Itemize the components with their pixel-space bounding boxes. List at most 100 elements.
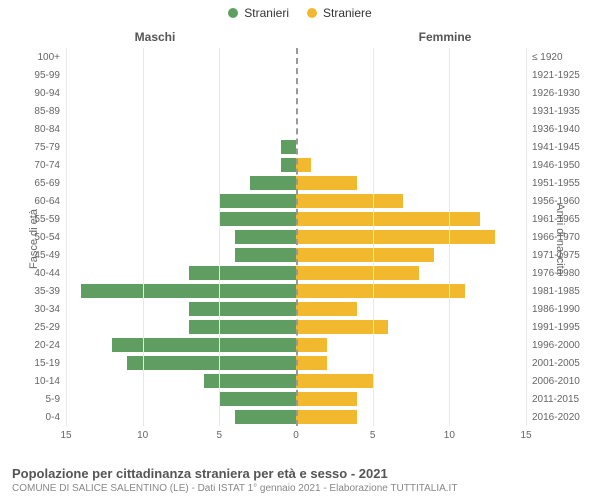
chart: Maschi Femmine Fasce di età Anni di nasc… [10,28,590,450]
age-label: 35-39 [10,286,60,297]
grid-line [66,48,67,426]
bar-female [296,230,495,243]
x-tick: 5 [370,430,376,441]
bar-male [112,338,296,351]
age-label: 100+ [10,52,60,63]
bar-female [296,266,419,279]
bar-female [296,194,403,207]
bar-female [296,356,327,369]
age-label: 45-49 [10,250,60,261]
age-label: 30-34 [10,304,60,315]
birth-label: 1986-1990 [532,304,590,315]
birth-label: 2006-2010 [532,376,590,387]
bar-female [296,392,357,405]
x-tick: 15 [520,430,531,441]
grid-line [526,48,527,426]
bar-male [219,194,296,207]
bar-female [296,158,311,171]
legend: Stranieri Straniere [0,0,600,20]
birth-label: 1926-1930 [532,88,590,99]
chart-title: Popolazione per cittadinanza straniera p… [12,466,588,481]
bar-male [250,176,296,189]
bar-female [296,320,388,333]
legend-label-female: Straniere [323,6,372,20]
age-label: 15-19 [10,358,60,369]
chart-subtitle: COMUNE DI SALICE SALENTINO (LE) - Dati I… [12,483,588,494]
bar-male [235,230,296,243]
header-male: Maschi [135,30,176,44]
x-tick: 15 [60,430,71,441]
birth-label: 2016-2020 [532,412,590,423]
birth-label: 1991-1995 [532,322,590,333]
legend-label-male: Stranieri [244,6,289,20]
birth-label: 1941-1945 [532,142,590,153]
grid-line [143,48,144,426]
age-label: 70-74 [10,160,60,171]
age-label: 55-59 [10,214,60,225]
header-female: Femmine [419,30,472,44]
plot-area: 100+≤ 192095-991921-192590-941926-193085… [66,48,526,426]
birth-label: 1981-1985 [532,286,590,297]
birth-label: 2011-2015 [532,394,590,405]
age-label: 10-14 [10,376,60,387]
birth-label: 1966-1970 [532,232,590,243]
bar-male [81,284,296,297]
bar-male [281,158,296,171]
birth-label: 2001-2005 [532,358,590,369]
birth-label: 1996-2000 [532,340,590,351]
bar-female [296,374,373,387]
bar-female [296,302,357,315]
bar-male [235,410,296,423]
bar-male [189,302,296,315]
birth-label: 1976-1980 [532,268,590,279]
bar-male [204,374,296,387]
grid-line [219,48,220,426]
age-label: 85-89 [10,106,60,117]
bar-male [219,392,296,405]
age-label: 95-99 [10,70,60,81]
age-label: 20-24 [10,340,60,351]
legend-item-male: Stranieri [228,6,289,20]
swatch-female [307,8,317,18]
bar-female [296,248,434,261]
age-label: 65-69 [10,178,60,189]
chart-footer: Popolazione per cittadinanza straniera p… [12,466,588,494]
birth-label: 1961-1965 [532,214,590,225]
x-tick: 5 [217,430,223,441]
birth-label: 1936-1940 [532,124,590,135]
x-tick: 10 [137,430,148,441]
center-line [296,48,298,426]
x-tick: 10 [444,430,455,441]
bar-female [296,338,327,351]
age-label: 40-44 [10,268,60,279]
age-label: 25-29 [10,322,60,333]
age-label: 0-4 [10,412,60,423]
bar-female [296,212,480,225]
age-label: 90-94 [10,88,60,99]
grid-line [373,48,374,426]
age-label: 5-9 [10,394,60,405]
bar-female [296,284,465,297]
birth-label: 1951-1955 [532,178,590,189]
birth-label: 1921-1925 [532,70,590,81]
birth-label: 1931-1935 [532,106,590,117]
age-label: 50-54 [10,232,60,243]
x-tick: 0 [293,430,299,441]
bar-male [281,140,296,153]
bar-male [235,248,296,261]
bar-male [189,266,296,279]
birth-label: 1946-1950 [532,160,590,171]
bar-female [296,410,357,423]
legend-item-female: Straniere [307,6,372,20]
grid-line [449,48,450,426]
bar-male [219,212,296,225]
age-label: 75-79 [10,142,60,153]
bar-male [189,320,296,333]
bar-male [127,356,296,369]
age-label: 80-84 [10,124,60,135]
x-axis-ticks: 15105051015 [66,430,526,444]
birth-label: 1956-1960 [532,196,590,207]
swatch-male [228,8,238,18]
birth-label: ≤ 1920 [532,52,590,63]
age-label: 60-64 [10,196,60,207]
